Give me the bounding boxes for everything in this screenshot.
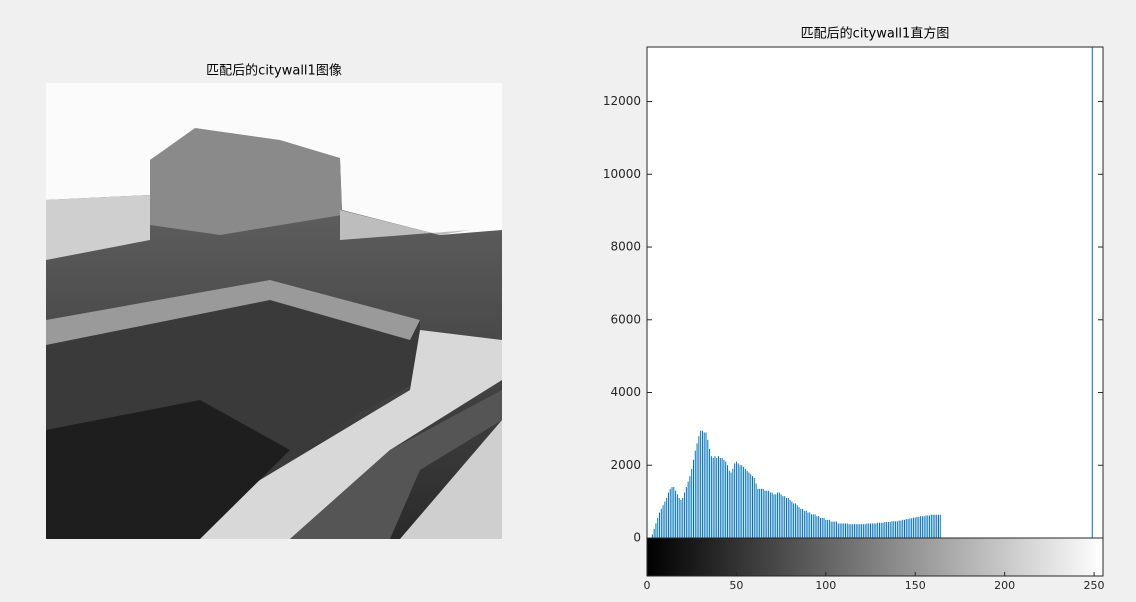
y-tick-label: 10000 bbox=[603, 167, 641, 181]
y-tick-label: 4000 bbox=[610, 385, 641, 399]
x-tick-label: 0 bbox=[644, 579, 651, 592]
y-tick-label: 0 bbox=[633, 531, 641, 545]
y-tick-label: 12000 bbox=[603, 94, 641, 108]
x-tick-label: 200 bbox=[994, 579, 1015, 592]
y-tick-label: 8000 bbox=[610, 240, 641, 254]
colorbar bbox=[646, 537, 1104, 577]
x-tick-label: 100 bbox=[815, 579, 836, 592]
y-tick-label: 2000 bbox=[610, 458, 641, 472]
x-tick-label: 50 bbox=[729, 579, 743, 592]
image bbox=[46, 83, 502, 539]
x-tick-label: 250 bbox=[1084, 579, 1105, 592]
plot-area bbox=[647, 47, 1103, 538]
histogram-title: 匹配后的citywall1直方图 bbox=[801, 26, 950, 42]
x-tick-label: 150 bbox=[905, 579, 926, 592]
y-tick-label: 6000 bbox=[610, 312, 641, 326]
image-title: 匹配后的citywall1图像 bbox=[206, 63, 342, 79]
